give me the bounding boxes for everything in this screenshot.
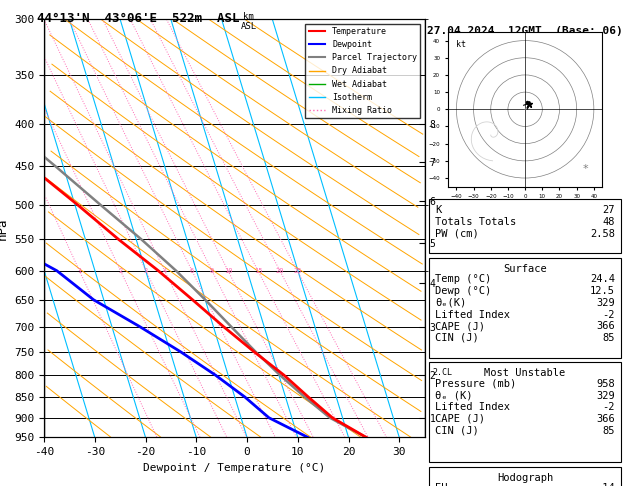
- Text: 48: 48: [603, 217, 615, 227]
- FancyBboxPatch shape: [430, 258, 621, 358]
- Text: km
ASL: km ASL: [240, 12, 257, 31]
- Text: K: K: [435, 206, 442, 215]
- Text: Temp (°C): Temp (°C): [435, 275, 492, 284]
- Text: 6: 6: [190, 268, 194, 274]
- Text: 15: 15: [253, 268, 262, 274]
- Text: 3: 3: [144, 268, 148, 274]
- Text: 20: 20: [276, 268, 284, 274]
- Text: 329: 329: [596, 391, 615, 400]
- Legend: Temperature, Dewpoint, Parcel Trajectory, Dry Adiabat, Wet Adiabat, Isotherm, Mi: Temperature, Dewpoint, Parcel Trajectory…: [306, 24, 420, 118]
- Text: 10: 10: [224, 268, 232, 274]
- Text: 85: 85: [603, 426, 615, 435]
- Text: Dewp (°C): Dewp (°C): [435, 286, 492, 296]
- Text: CIN (J): CIN (J): [435, 426, 479, 435]
- Text: 329: 329: [596, 298, 615, 308]
- Y-axis label: hPa: hPa: [0, 217, 9, 240]
- Text: θₑ(K): θₑ(K): [435, 298, 467, 308]
- FancyBboxPatch shape: [430, 467, 621, 486]
- Text: 366: 366: [596, 414, 615, 424]
- FancyBboxPatch shape: [430, 362, 621, 463]
- Text: 8: 8: [210, 268, 214, 274]
- Text: 12.5: 12.5: [590, 286, 615, 296]
- Text: CAPE (J): CAPE (J): [435, 414, 486, 424]
- Text: 4: 4: [162, 268, 167, 274]
- Text: Hodograph: Hodograph: [497, 473, 554, 483]
- Text: 44°13'N  43°06'E  522m  ASL: 44°13'N 43°06'E 522m ASL: [37, 12, 240, 25]
- Text: θₑ (K): θₑ (K): [435, 391, 473, 400]
- Text: EH: EH: [435, 484, 448, 486]
- Text: 2.58: 2.58: [590, 229, 615, 239]
- Text: 2: 2: [118, 268, 123, 274]
- Text: Totals Totals: Totals Totals: [435, 217, 516, 227]
- X-axis label: Dewpoint / Temperature (°C): Dewpoint / Temperature (°C): [143, 463, 325, 473]
- Text: Lifted Index: Lifted Index: [435, 310, 510, 319]
- Text: Pressure (mb): Pressure (mb): [435, 379, 516, 389]
- Text: 1: 1: [77, 268, 82, 274]
- Text: 25: 25: [293, 268, 301, 274]
- Text: -14: -14: [596, 484, 615, 486]
- Text: Lifted Index: Lifted Index: [435, 402, 510, 412]
- Text: 366: 366: [596, 321, 615, 331]
- FancyBboxPatch shape: [430, 199, 621, 254]
- Text: -2: -2: [603, 310, 615, 319]
- Text: 24.4: 24.4: [590, 275, 615, 284]
- Text: Surface: Surface: [503, 264, 547, 274]
- Text: 27.04.2024  12GMT  (Base: 06): 27.04.2024 12GMT (Base: 06): [427, 26, 623, 35]
- Text: 85: 85: [603, 333, 615, 343]
- Text: CAPE (J): CAPE (J): [435, 321, 486, 331]
- Text: 27: 27: [603, 206, 615, 215]
- Text: 2.CL: 2.CL: [433, 368, 453, 377]
- Text: CIN (J): CIN (J): [435, 333, 479, 343]
- Text: PW (cm): PW (cm): [435, 229, 479, 239]
- Text: 958: 958: [596, 379, 615, 389]
- Text: -2: -2: [603, 402, 615, 412]
- Text: Most Unstable: Most Unstable: [484, 368, 565, 379]
